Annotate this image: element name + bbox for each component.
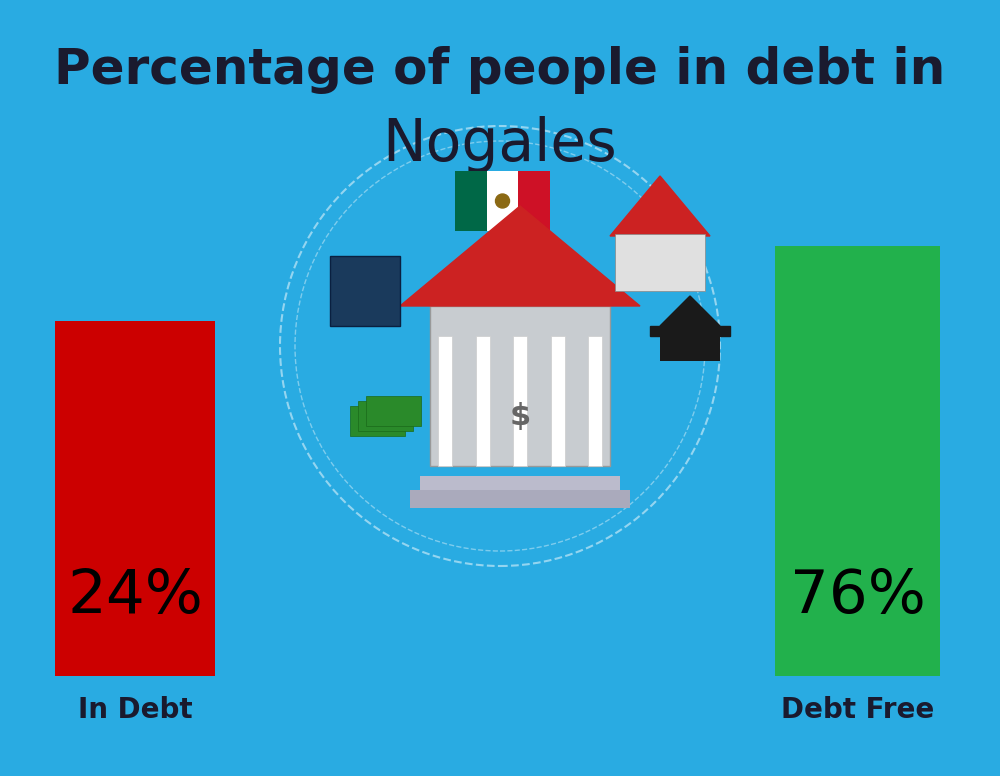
Text: In Debt: In Debt [78,696,192,724]
FancyBboxPatch shape [476,336,490,466]
FancyBboxPatch shape [588,336,602,466]
FancyBboxPatch shape [615,234,705,291]
Polygon shape [400,206,640,306]
FancyBboxPatch shape [366,396,421,426]
FancyBboxPatch shape [775,246,940,676]
FancyBboxPatch shape [350,406,405,436]
Text: Debt Free: Debt Free [781,696,934,724]
FancyBboxPatch shape [550,336,564,466]
Circle shape [496,194,510,208]
FancyBboxPatch shape [358,401,413,431]
FancyBboxPatch shape [455,171,487,231]
Text: 76%: 76% [790,567,925,626]
FancyBboxPatch shape [330,256,400,326]
Text: Nogales: Nogales [383,116,617,173]
FancyBboxPatch shape [420,476,620,491]
Text: $: $ [509,401,531,431]
FancyBboxPatch shape [410,490,630,508]
FancyBboxPatch shape [430,306,610,466]
FancyBboxPatch shape [438,336,452,466]
FancyBboxPatch shape [513,336,527,466]
FancyBboxPatch shape [487,171,518,231]
Text: Percentage of people in debt in: Percentage of people in debt in [54,46,946,94]
FancyBboxPatch shape [518,171,550,231]
Polygon shape [610,176,710,236]
FancyBboxPatch shape [660,331,720,361]
Polygon shape [660,296,720,326]
Polygon shape [650,326,730,336]
FancyBboxPatch shape [55,321,215,676]
Text: 24%: 24% [67,567,203,626]
